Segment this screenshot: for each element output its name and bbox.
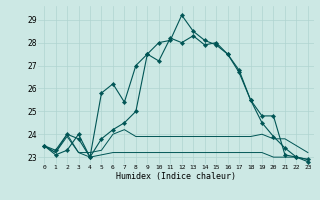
X-axis label: Humidex (Indice chaleur): Humidex (Indice chaleur) xyxy=(116,172,236,181)
